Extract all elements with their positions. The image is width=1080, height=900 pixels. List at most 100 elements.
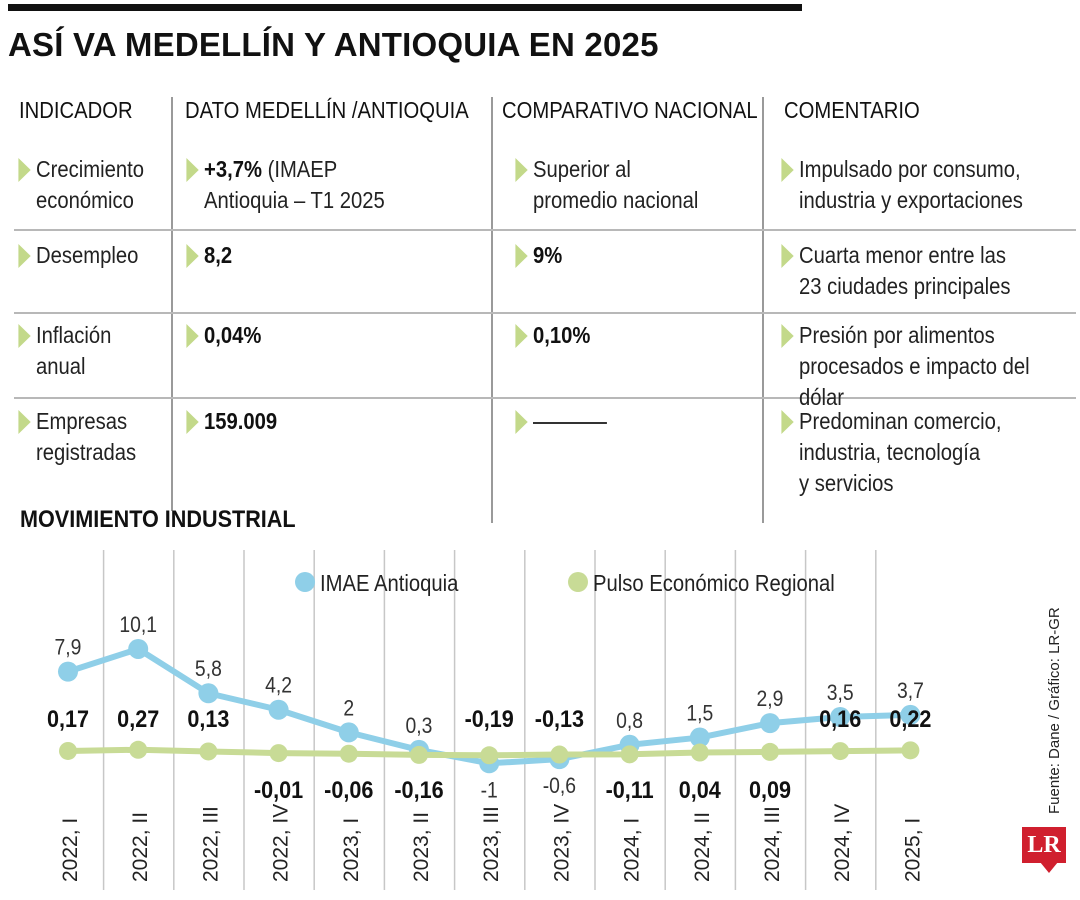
data-point: [339, 744, 358, 763]
comment-line: procesados e impacto del dólar: [799, 353, 1030, 410]
row-marker-icon: [515, 244, 528, 268]
tick-label: 2024, II: [691, 812, 714, 882]
row-marker-icon: [186, 410, 199, 434]
row-marker-icon: [515, 158, 528, 182]
source-note: Fuente: Dane / Gráfico: LR-GR: [1046, 607, 1063, 814]
data-label: 2: [343, 696, 354, 720]
row-marker-icon: [781, 324, 794, 348]
nacional-inflacion: 0,10%: [515, 320, 591, 351]
data-label: -1: [481, 778, 498, 802]
tick-label: 2023, IV: [550, 804, 573, 882]
data-label: 0,27: [117, 705, 159, 732]
nacional-value: 0,10%: [533, 322, 591, 348]
data-label: -0,11: [606, 776, 654, 803]
comment-line: industria y exportaciones: [799, 187, 1023, 213]
data-point: [480, 746, 499, 765]
row-marker-icon: [18, 158, 31, 182]
data-point: [199, 742, 218, 761]
data-label: 2,9: [757, 687, 784, 711]
comment-crecimiento: Impulsado por consumo, industria y expor…: [781, 154, 1023, 216]
data-label: 0,3: [406, 714, 433, 738]
data-point: [198, 683, 219, 704]
tick-label: 2022, II: [129, 812, 152, 882]
data-point: [338, 722, 359, 743]
column-divider: [491, 97, 493, 523]
row-marker-icon: [186, 158, 199, 182]
comment-line: 23 ciudades principales: [799, 273, 1011, 299]
comment-inflacion: Presión por alimentos procesados e impac…: [781, 320, 1046, 413]
data-label: 4,2: [265, 674, 292, 698]
data-label: 7,9: [55, 636, 82, 660]
legend-label: IMAE Antioquia: [320, 570, 459, 597]
data-label: -0,01: [254, 776, 304, 803]
row-divider: [14, 312, 1076, 314]
data-point: [900, 704, 921, 725]
comment-desempleo: Cuarta menor entre las 23 ciudades princ…: [781, 240, 1011, 302]
tick-label: 2023, I: [340, 818, 363, 882]
header-comparativo: COMPARATIVO NACIONAL: [502, 97, 758, 123]
page-title: ASÍ VA MEDELLÍN Y ANTIOQUIA EN 2025: [8, 26, 659, 63]
data-label: -0,19: [465, 705, 514, 732]
data-point: [830, 706, 851, 727]
data-label: 1,5: [686, 701, 713, 725]
data-point: [690, 743, 709, 762]
data-label: 0,8: [616, 709, 643, 733]
tick-label: 2022, I: [59, 818, 82, 882]
indicator-line: registradas: [36, 439, 137, 465]
line-chart: IMAE Antioquia Pulso Económico Regional 7,…: [47, 550, 931, 890]
chart-title: MOVIMIENTO INDUSTRIAL: [20, 506, 296, 533]
data-point: [58, 661, 78, 682]
tick-label: 2023, II: [410, 812, 433, 882]
indicator-empresas: Empresas registradas: [18, 406, 137, 468]
data-label: -0,06: [324, 776, 373, 803]
data-point: [760, 713, 780, 734]
data-point: [59, 741, 77, 760]
tick-label: 2024, I: [621, 818, 644, 882]
dato-value: 0,04%: [204, 322, 262, 348]
column-divider: [762, 97, 764, 523]
indicator-line: anual: [36, 353, 86, 379]
legend-label: Pulso Económico Regional: [593, 570, 835, 597]
nacional-desempleo: 9%: [515, 240, 563, 271]
data-point: [689, 727, 710, 748]
tick-label: 2023, III: [480, 806, 503, 882]
data-label: 3,5: [827, 681, 854, 705]
data-label: 0,04: [679, 776, 721, 803]
data-point: [410, 745, 428, 764]
data-label: -0,16: [394, 776, 443, 803]
indicator-line: Desempleo: [36, 242, 139, 268]
nacional-value: 9%: [533, 242, 563, 268]
row-divider: [14, 229, 1076, 231]
data-label: 5,8: [195, 657, 222, 681]
row-divider: [14, 397, 1076, 399]
indicator-line: económico: [36, 187, 134, 213]
data-point: [761, 742, 779, 761]
data-label: 0,13: [187, 705, 229, 732]
row-marker-icon: [515, 410, 528, 434]
row-marker-icon: [781, 158, 794, 182]
comment-line: Presión por alimentos: [799, 322, 995, 348]
row-marker-icon: [18, 410, 31, 434]
row-marker-icon: [18, 244, 31, 268]
dato-empresas: 159.009: [186, 406, 277, 437]
dato-note: (IMAEP: [261, 156, 338, 182]
comment-line: Impulsado por consumo,: [799, 156, 1021, 182]
data-label: -0,13: [535, 705, 584, 732]
data-label: 0,22: [889, 705, 931, 732]
lr-logo: LR: [1022, 827, 1066, 863]
comment-line: Predominan comercio,: [799, 408, 1002, 434]
comment-line: Cuarta menor entre las: [799, 242, 1007, 268]
dato-value: +3,7%: [204, 156, 262, 182]
comment-line: y servicios: [799, 470, 894, 496]
row-marker-icon: [781, 410, 794, 434]
indicator-line: Empresas: [36, 408, 128, 434]
data-point: [831, 742, 850, 761]
data-label: 0,17: [47, 705, 89, 732]
data-label: 10,1: [119, 613, 157, 637]
row-marker-icon: [515, 324, 528, 348]
data-point: [268, 699, 289, 720]
data-label: 3,7: [897, 679, 924, 703]
tick-label: 2025, I: [901, 818, 924, 882]
indicator-line: Crecimiento: [36, 156, 144, 182]
dato-desempleo: 8,2: [186, 240, 232, 271]
